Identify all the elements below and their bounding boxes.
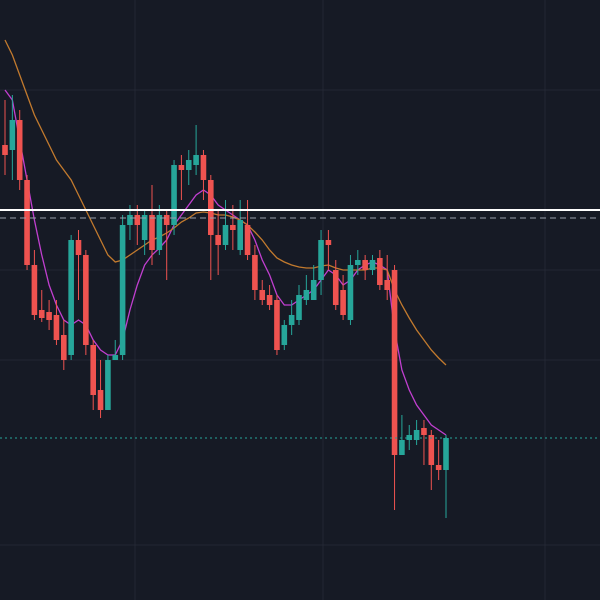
candle-body — [53, 315, 60, 340]
candle-body — [105, 360, 111, 410]
candle-body — [208, 180, 214, 235]
candle-body — [9, 120, 16, 150]
candle-body — [406, 435, 413, 440]
candle-body — [31, 265, 38, 315]
candle-body — [16, 120, 23, 180]
candle-body — [413, 430, 420, 440]
candle-body — [266, 295, 273, 305]
candle-body — [428, 435, 435, 465]
candle-body — [310, 280, 317, 300]
candle-body — [443, 438, 449, 470]
candle-body — [185, 160, 192, 170]
candle-body — [421, 428, 427, 435]
candle-body — [288, 315, 295, 325]
candle-body — [178, 165, 185, 170]
candle-body — [156, 215, 163, 250]
candle-body — [244, 225, 251, 255]
candle-body — [296, 295, 302, 320]
candle-body — [274, 300, 280, 350]
candle-body — [134, 215, 141, 225]
candle-body — [61, 335, 67, 360]
candle-body — [68, 240, 74, 355]
candle-body — [377, 258, 383, 285]
candle-body — [24, 180, 30, 265]
candle-body — [252, 255, 258, 290]
candle-body — [384, 280, 390, 290]
candle-body — [83, 255, 89, 345]
candle-body — [141, 215, 148, 240]
candle-body — [112, 355, 119, 360]
candle-body — [399, 440, 405, 455]
candle-body — [369, 260, 376, 270]
candle-body — [97, 390, 104, 410]
candle-body — [200, 155, 207, 180]
candle-body — [355, 260, 361, 265]
candle-body — [391, 270, 398, 455]
candle-body — [119, 225, 126, 355]
candle-body — [38, 310, 45, 318]
candle-body — [46, 312, 52, 320]
candle-body — [149, 215, 155, 250]
candle-body — [75, 240, 82, 255]
candle-body — [281, 325, 288, 345]
candle-body — [222, 225, 229, 245]
candle-body — [303, 290, 310, 300]
candle-body — [215, 235, 221, 245]
candle-body — [237, 220, 243, 250]
candle-body — [318, 240, 324, 280]
candle-body — [90, 345, 96, 395]
candle-body — [435, 465, 442, 470]
candle-body — [259, 290, 266, 300]
candle-body — [325, 240, 332, 245]
candle-body — [347, 265, 354, 320]
candle-body — [362, 260, 368, 270]
candle-body — [340, 290, 346, 315]
candle-body — [193, 155, 199, 165]
candle-body — [332, 270, 339, 305]
candle-body — [127, 215, 133, 225]
candle-body — [2, 145, 8, 155]
candle-body — [230, 225, 236, 230]
candle-body — [163, 215, 170, 225]
candle-body — [171, 165, 177, 225]
